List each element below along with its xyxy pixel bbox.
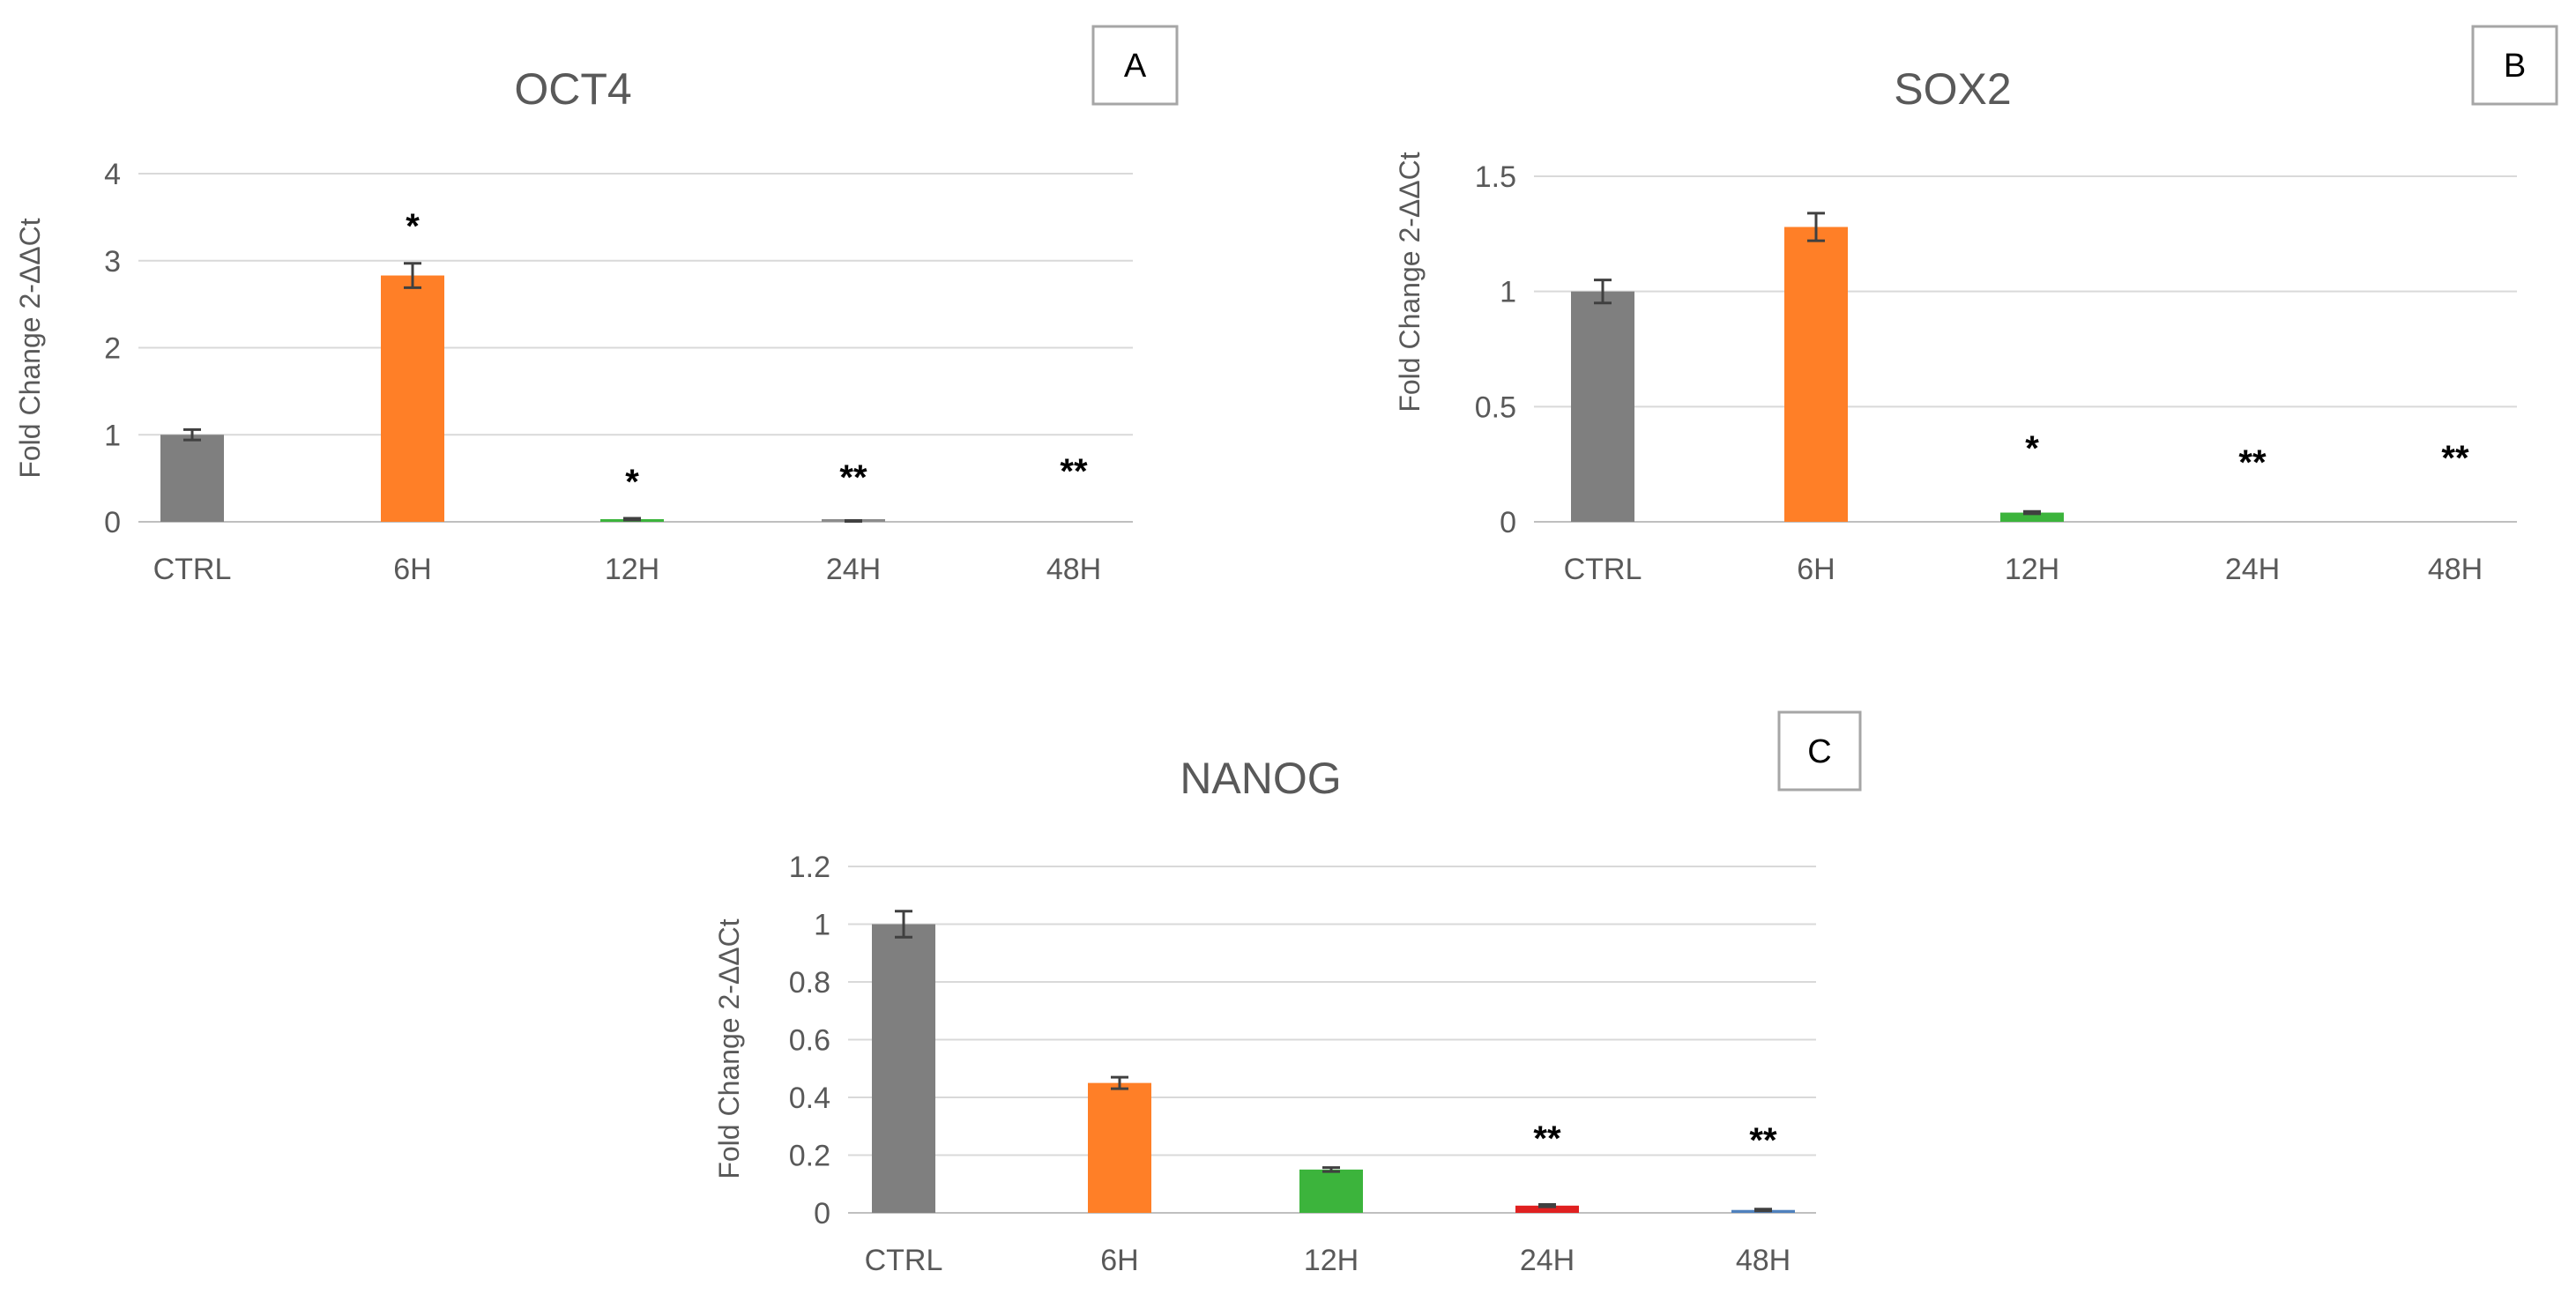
x-tick-label: 12H <box>605 553 659 586</box>
y-tick-label: 0 <box>1500 506 1516 539</box>
y-tick-label: 4 <box>104 158 121 191</box>
y-axis-label: Fold Change 2-ΔΔCt <box>1394 152 1426 412</box>
y-axis-label: Fold Change 2-ΔΔCt <box>14 218 46 478</box>
significance-mark: ** <box>1749 1121 1777 1160</box>
chart-title: NANOG <box>1180 754 1341 803</box>
panel-label: B <box>2504 48 2526 85</box>
significance-mark: * <box>406 207 420 246</box>
x-tick-label: 48H <box>1046 553 1101 586</box>
y-tick-label: 0.2 <box>789 1140 830 1173</box>
bar <box>1784 227 1848 522</box>
y-tick-label: 1 <box>814 909 830 942</box>
bar <box>1515 1205 1579 1213</box>
bar <box>872 924 935 1213</box>
y-tick-label: 0.8 <box>789 966 830 1000</box>
x-tick-label: 24H <box>826 553 881 586</box>
y-tick-label: 3 <box>104 245 121 279</box>
bar <box>381 275 444 522</box>
x-tick-label: CTRL <box>865 1244 943 1277</box>
significance-mark: ** <box>2441 439 2469 478</box>
y-axis-label: Fold Change 2-ΔΔCt <box>713 918 745 1178</box>
chart-title: SOX2 <box>1894 64 2011 114</box>
significance-mark: ** <box>1060 452 1088 491</box>
y-tick-label: 1.5 <box>1475 160 1516 194</box>
y-tick-label: 1 <box>104 419 121 452</box>
panel-label-box <box>1091 25 1179 106</box>
bar <box>2000 512 2064 522</box>
y-tick-label: 0 <box>104 506 121 539</box>
x-tick-label: CTRL <box>153 553 232 586</box>
panel-label: C <box>1807 733 1831 770</box>
bar <box>1571 291 1634 522</box>
x-tick-label: 6H <box>1797 553 1835 586</box>
significance-mark: ** <box>839 458 867 497</box>
chart-title: OCT4 <box>514 64 631 114</box>
x-tick-label: 48H <box>2428 553 2483 586</box>
bar <box>160 435 224 522</box>
significance-mark: * <box>2025 429 2039 468</box>
x-tick-label: CTRL <box>1564 553 1642 586</box>
bar <box>1088 1082 1151 1213</box>
y-tick-label: 0.4 <box>789 1082 830 1115</box>
x-tick-label: 6H <box>1100 1244 1138 1277</box>
y-tick-label: 0 <box>814 1197 830 1230</box>
y-tick-label: 0.5 <box>1475 390 1516 424</box>
y-tick-label: 0.6 <box>789 1024 830 1058</box>
x-tick-label: 6H <box>393 553 431 586</box>
significance-mark: ** <box>1533 1119 1561 1158</box>
y-tick-label: 2 <box>104 332 121 366</box>
significance-mark: ** <box>2238 443 2267 482</box>
x-tick-label: 24H <box>2225 553 2280 586</box>
panel-label: A <box>1124 48 1147 85</box>
significance-mark: * <box>625 463 639 502</box>
x-tick-label: 24H <box>1520 1244 1575 1277</box>
y-tick-label: 1 <box>1500 276 1516 309</box>
x-tick-label: 48H <box>1736 1244 1791 1277</box>
x-tick-label: 12H <box>2005 553 2059 586</box>
panel-label-box <box>1777 710 1862 792</box>
bar <box>1299 1169 1363 1213</box>
panel-label-box <box>2471 25 2558 106</box>
x-tick-label: 12H <box>1304 1244 1359 1277</box>
y-tick-label: 1.2 <box>789 851 830 884</box>
